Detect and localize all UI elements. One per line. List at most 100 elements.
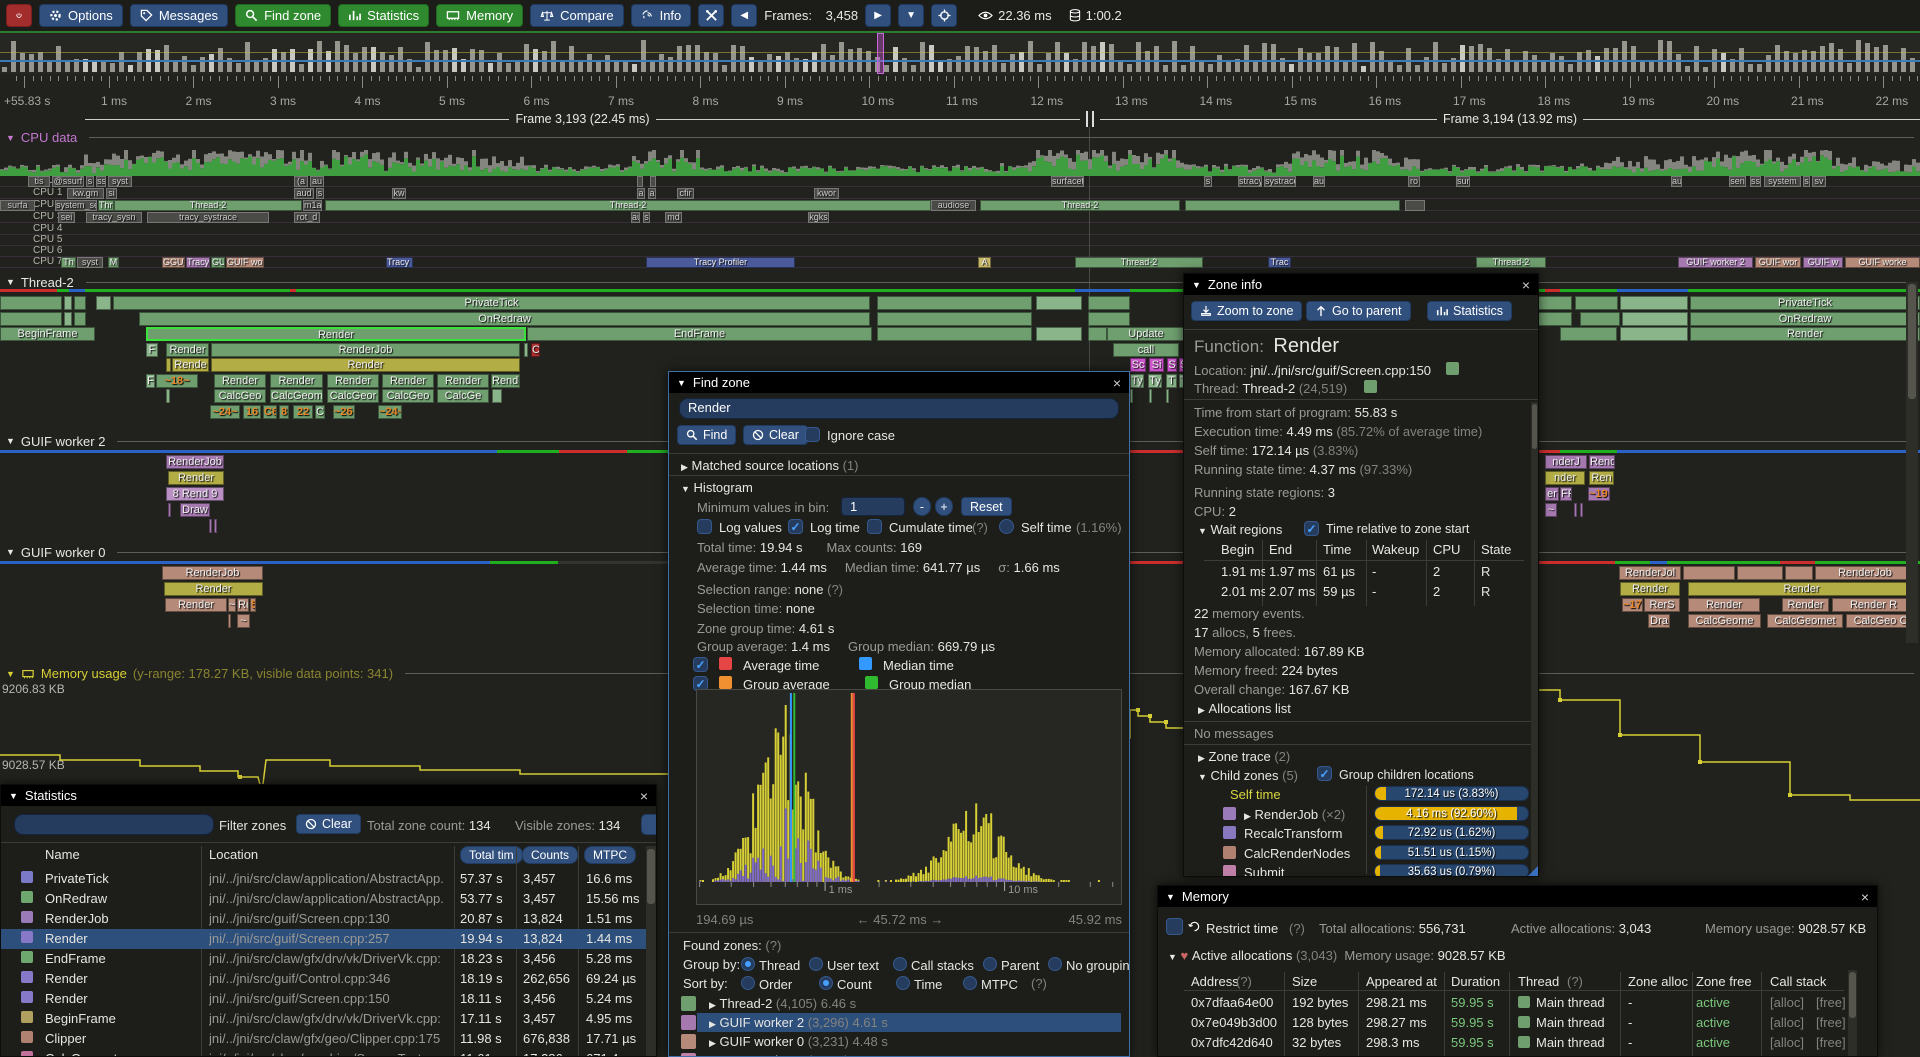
memory-col-header[interactable]: Duration — [1451, 974, 1501, 989]
timeline-zone[interactable]: Render — [166, 342, 209, 357]
timeline-zone[interactable]: Render — [437, 373, 489, 388]
cpu-zone[interactable]: a — [648, 188, 656, 199]
cpu-zone[interactable]: GUIF wor — [1755, 257, 1801, 268]
cpu-zone[interactable]: @ssurf — [52, 176, 84, 187]
timeline-zone[interactable]: Render — [1688, 598, 1760, 612]
active-allocations-section[interactable]: Active allocations — [1191, 948, 1293, 963]
timeline-zone[interactable] — [877, 311, 1032, 326]
resize-grip[interactable] — [1526, 864, 1538, 876]
timeline-zone[interactable]: CalcGeo — [214, 389, 266, 403]
restrict-time-checkbox[interactable] — [1166, 918, 1183, 935]
zone-statistics-button[interactable]: Statistics — [1427, 301, 1513, 321]
timeline-zone[interactable]: ~ — [228, 598, 236, 612]
sort-by-radio-mtpc[interactable] — [963, 976, 977, 990]
memory-col-header[interactable]: (?) — [1236, 974, 1252, 989]
timeline-zone[interactable] — [74, 296, 86, 310]
cpu-zone[interactable]: ro — [1408, 176, 1420, 187]
timeline-zone[interactable]: CalcGeo C — [1846, 614, 1915, 628]
frame-label-left[interactable]: Frame 3,193 (22.45 ms) — [85, 111, 1080, 127]
timeline-zone[interactable]: Render — [164, 582, 263, 596]
next-frame-button[interactable]: ▶ — [865, 4, 892, 27]
timeline-zone[interactable]: 8 Rend 9 — [166, 487, 224, 501]
timeline-zone[interactable] — [877, 327, 1032, 341]
cpu-zone[interactable]: Thre — [98, 200, 114, 211]
table-row[interactable]: BeginFrame jni/../jni/src/claw/gfx/drv/vk… — [45, 1011, 633, 1026]
min-bin-decrease-button[interactable]: - — [913, 497, 931, 516]
timeline-zone[interactable]: Render — [270, 373, 323, 388]
timeline-zone[interactable]: EndFrame — [527, 327, 872, 341]
timeline-zone[interactable] — [96, 296, 111, 310]
cpu-zone[interactable]: Thread-2 — [1476, 257, 1546, 268]
timeline-zone[interactable]: RenderJol — [1619, 566, 1681, 580]
time-relative-checkbox[interactable]: ✓ — [1304, 521, 1319, 536]
col-counts-button[interactable]: Counts — [522, 846, 579, 864]
close-icon[interactable]: × — [1521, 276, 1530, 293]
help-icon[interactable]: (?) — [1031, 976, 1047, 991]
memory-row[interactable]: 0x7dfc42d640 32 bytes 298.3 ms 59.95 s Main … — [1191, 1035, 1846, 1050]
memory-row[interactable]: 0x7dfaa64e00 192 bytes 298.21 ms 59.95 s Mai… — [1191, 995, 1846, 1010]
timeline-zone[interactable]: Ty — [1130, 373, 1144, 388]
group-row[interactable]: ▶ Thread-2 (4,105) 6.46 s — [709, 996, 857, 1011]
timeline-zone[interactable] — [492, 389, 502, 403]
help-icon[interactable]: (?) — [827, 582, 844, 597]
close-icon[interactable]: × — [1860, 888, 1869, 905]
timeline-zone[interactable]: F — [146, 342, 158, 357]
timeline-zone[interactable]: Render — [382, 373, 434, 388]
cpu-zone[interactable]: stracy — [1238, 176, 1262, 187]
statistics-button[interactable]: Statistics — [338, 4, 430, 27]
timeline-zone[interactable]: OnRedraw — [139, 311, 870, 326]
sort-by-radio-time[interactable] — [896, 976, 910, 990]
timeline-zone[interactable] — [74, 311, 86, 326]
timeline-zone[interactable] — [0, 296, 62, 310]
go-to-parent-button[interactable]: Go to parent — [1306, 301, 1411, 321]
cpu-zone[interactable]: s — [1204, 176, 1212, 187]
allocations-list[interactable]: Allocations list — [1208, 701, 1291, 716]
timeline-zone[interactable]: RerS — [1644, 598, 1680, 612]
cpu-zone[interactable]: au — [631, 212, 640, 223]
timeline-zone[interactable] — [1622, 311, 1688, 326]
timeline-zone[interactable]: ~24~ — [210, 404, 240, 419]
timeline-zone[interactable]: T — [1166, 373, 1177, 388]
cpu-zone[interactable]: cfir — [677, 188, 694, 199]
cpu-zone[interactable] — [637, 176, 643, 187]
timeline-zone[interactable]: BeginFrame — [0, 327, 95, 341]
cpu-zone[interactable] — [1185, 200, 1400, 211]
timeline-zone[interactable]: OnRedraw — [1690, 311, 1920, 326]
timeline-zone[interactable]: nderJ — [1545, 455, 1587, 469]
frame-dropdown-button[interactable]: ▼ — [898, 4, 925, 27]
group-row[interactable]: ▶ GUIF worker 2 (3,296) 4.61 s — [709, 1015, 888, 1030]
cpu-zone[interactable]: aud — [294, 188, 314, 199]
timeline-zone[interactable]: ~17~ — [1622, 598, 1643, 612]
timeline-zone[interactable] — [0, 311, 62, 326]
help-icon[interactable]: (?) — [765, 938, 782, 953]
cpu-zone[interactable] — [650, 176, 656, 187]
timeline-zone[interactable]: F — [146, 373, 155, 388]
main-scrollbar[interactable] — [1906, 282, 1918, 643]
timeline-zone[interactable]: C6 — [263, 404, 277, 419]
zone-info-titlebar[interactable]: ▼ Zone info × — [1184, 274, 1538, 295]
wait-regions-label[interactable]: Wait regions — [1210, 522, 1283, 537]
cpu-zone[interactable] — [1405, 200, 1425, 211]
cpu-zone[interactable]: systrace — [1264, 176, 1296, 187]
timeline-zone[interactable]: Dra — [1648, 614, 1670, 628]
timeline-zone[interactable]: Render R — [1832, 598, 1915, 612]
cpu-zone[interactable]: sen — [1729, 176, 1746, 187]
timeline-zone[interactable]: Render — [165, 598, 227, 612]
timeline-zone[interactable]: Render — [146, 327, 526, 341]
timeline-zone[interactable] — [1620, 327, 1688, 341]
timeline-zone[interactable]: RenderJob — [162, 566, 263, 580]
cpu-zone[interactable]: syst — [108, 176, 132, 187]
histogram-expander[interactable]: ▼ Histogram — [681, 480, 753, 495]
timeline-zone[interactable] — [1574, 503, 1577, 517]
timeline-zone[interactable] — [524, 342, 528, 357]
cpu-zone[interactable]: kw — [392, 188, 406, 199]
cpu-zone[interactable]: Tracy — [186, 257, 210, 268]
table-row[interactable]: PrivateTick jni/../jni/src/claw/applicati… — [45, 871, 633, 886]
goto-frame-button[interactable] — [931, 4, 958, 27]
cpu-zone[interactable]: kgks — [808, 212, 829, 223]
timeline-zone[interactable] — [1088, 327, 1107, 341]
timeline-zone[interactable]: Render — [1782, 598, 1829, 612]
col-mtpc-button[interactable]: MTPC — [584, 846, 636, 864]
timeline-zone[interactable]: CalcGe — [437, 389, 489, 403]
timeline-zone[interactable]: CalcGeo — [382, 389, 434, 403]
